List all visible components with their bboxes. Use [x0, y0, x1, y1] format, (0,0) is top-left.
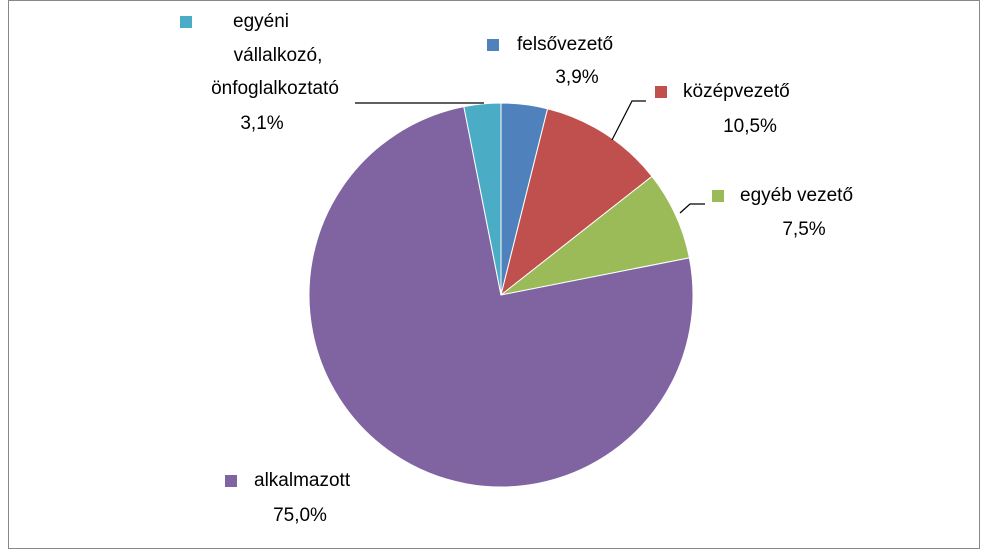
category-label: alkalmazott	[254, 470, 351, 491]
legend-marker	[712, 190, 724, 202]
pie-slice	[463, 102, 502, 296]
category-label: egyéni vállalkozó, önfoglalkoztató	[211, 11, 339, 99]
category-label: középvezető	[683, 81, 790, 102]
category-label-line: egyéni	[233, 11, 289, 32]
category-label: egyéb vezető	[740, 185, 853, 206]
value-label: 75,0%	[273, 505, 327, 526]
legend-marker	[180, 16, 192, 28]
leader-line	[679, 203, 705, 214]
legend-marker	[487, 39, 499, 51]
value-label: 7,5%	[782, 219, 825, 240]
legend-marker	[655, 86, 667, 98]
category-label-line: vállalkozó,	[234, 45, 323, 66]
value-label: 3,9%	[555, 67, 598, 88]
pie-slice	[308, 106, 694, 488]
value-label: 10,5%	[723, 116, 777, 137]
leader-line	[611, 100, 646, 141]
category-label: felsővezető	[517, 34, 613, 55]
value-label: 3,1%	[240, 113, 283, 134]
pie-slice	[500, 108, 653, 297]
legend-marker	[225, 475, 237, 487]
category-label-line: önfoglalkoztató	[211, 78, 339, 99]
